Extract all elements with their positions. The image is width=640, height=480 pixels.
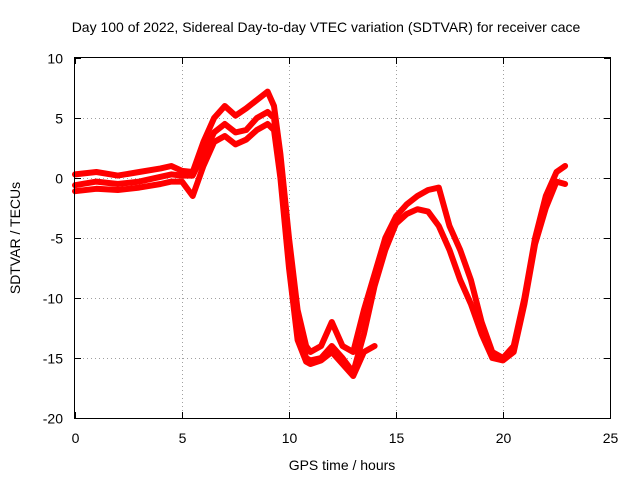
- y-tick-label: -15: [43, 351, 63, 367]
- x-tick-label: 5: [179, 430, 187, 446]
- y-tick-label: -10: [43, 291, 63, 307]
- y-tick-label: -5: [51, 231, 64, 247]
- x-tick-label: 25: [603, 430, 619, 446]
- plot-frame: [74, 57, 611, 419]
- y-axis-label: SDTVAR / TECUs: [7, 182, 23, 294]
- series-line-track-a: [72, 88, 569, 361]
- tick-layer: 0 5 10 15 20 25 -20 -15 -10 -5 0 5 10: [43, 51, 619, 447]
- series-line-track-b: [72, 109, 569, 376]
- y-tick-label: 5: [55, 111, 63, 127]
- x-axis-label: GPS time / hours: [289, 457, 396, 473]
- x-tick-label: 0: [72, 430, 80, 446]
- series-layer: [72, 88, 569, 379]
- y-tick-label: 0: [55, 171, 63, 187]
- x-tick-label: 15: [389, 430, 405, 446]
- series-line-track-c: [72, 121, 378, 379]
- y-tick-label: 10: [47, 51, 63, 67]
- x-tick-label: 20: [496, 430, 512, 446]
- x-tick-label: 10: [282, 430, 298, 446]
- chart-title: Day 100 of 2022, Sidereal Day-to-day VTE…: [72, 19, 581, 35]
- y-tick-label: -20: [43, 411, 63, 427]
